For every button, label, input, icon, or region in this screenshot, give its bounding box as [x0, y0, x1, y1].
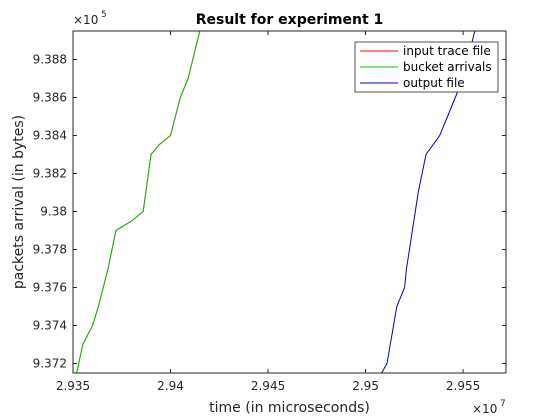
- ticks-layer: 2.935 2.94 2.945 2.95 2.955 9.372 9.374 9.376 9.…: [33, 31, 506, 393]
- y-exponent-base: ×10: [73, 13, 98, 27]
- x-tick-label: 2.94: [157, 379, 184, 393]
- x-tick-label: 2.935: [56, 379, 90, 393]
- y-tick-label: 9.376: [33, 281, 67, 295]
- x-axis-label: time (in microseconds): [209, 400, 370, 416]
- x-exponent-label: ×10 7: [472, 399, 506, 416]
- y-tick-label: 9.38: [40, 205, 67, 219]
- y-exponent-label: ×10 5: [73, 10, 107, 27]
- y-tick-label: 9.386: [33, 91, 67, 105]
- legend-label-input-trace-file: input trace file: [403, 44, 491, 58]
- legend-label-output-file: output file: [403, 76, 465, 90]
- x-exponent-base: ×10: [472, 402, 497, 416]
- legend-label-bucket-arrivals: bucket arrivals: [403, 60, 492, 74]
- x-tick-label: 2.955: [446, 379, 480, 393]
- series-line-bucket-arrivals: [76, 31, 201, 373]
- y-exponent-power: 5: [101, 10, 107, 20]
- x-exponent-power: 7: [500, 399, 506, 409]
- plot-border: [72, 30, 507, 374]
- x-tick-label: 2.945: [251, 379, 285, 393]
- y-tick-label: 9.378: [33, 243, 67, 257]
- y-axis-label: packets arrival (in bytes): [11, 115, 27, 289]
- y-tick-label: 9.388: [33, 53, 67, 67]
- legend: input trace file bucket arrivals output fi…: [354, 41, 499, 93]
- y-tick-label: 9.372: [33, 357, 67, 371]
- y-tick-label: 9.382: [33, 167, 67, 181]
- y-tick-label: 9.374: [33, 319, 67, 333]
- chart-title: Result for experiment 1: [196, 12, 384, 28]
- x-tick-label: 2.95: [352, 379, 379, 393]
- y-tick-label: 9.384: [33, 129, 67, 143]
